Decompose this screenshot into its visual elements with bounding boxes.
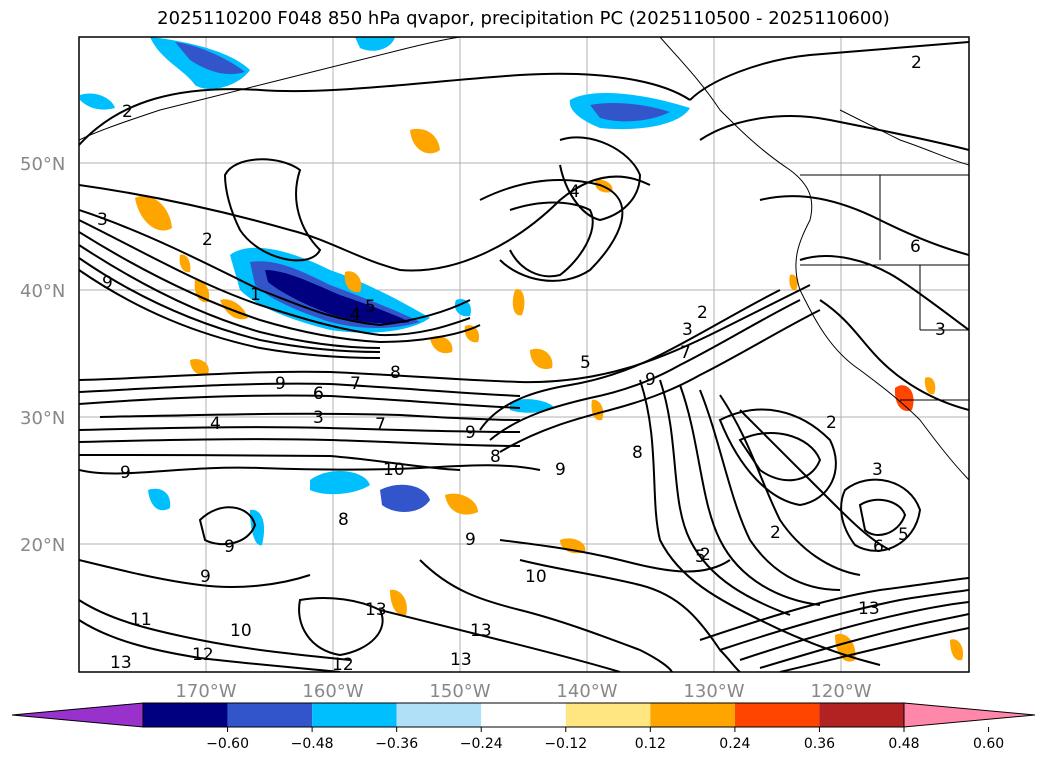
- colorbar-border: [142, 702, 905, 728]
- map-content: 2 2 2 3 4 1 5 4 6 7 8 9 9 6 7 8 4 3 5 7 …: [79, 37, 969, 675]
- contour-label: 9: [102, 273, 113, 293]
- colorbar-tick-label: 0.24: [719, 736, 750, 752]
- contour-label-layer: 2 2 2 3 4 1 5 4 6 7 8 9 9 6 7 8 4 3 5 7 …: [97, 53, 946, 675]
- colorbar-tick-label: −0.36: [375, 736, 418, 752]
- contour-label: 12: [192, 645, 214, 665]
- contour-label: 12: [332, 655, 354, 675]
- colorbar-segment: [650, 703, 735, 727]
- map-title: 2025110200 F048 850 hPa qvapor, precipit…: [157, 8, 890, 29]
- contour-label: 7: [350, 374, 361, 394]
- contour-label: 10: [525, 567, 547, 587]
- lat-label: 40°N: [20, 281, 65, 302]
- colorbar-segment: [227, 703, 313, 727]
- lon-label: 130°W: [683, 681, 744, 702]
- colorbar-tick-label: 0.48: [888, 736, 919, 752]
- contour-label: 7: [680, 343, 691, 363]
- contour-label: 2: [202, 230, 213, 250]
- lon-label: 140°W: [556, 681, 617, 702]
- colorbar-segment: [396, 703, 482, 727]
- colorbar-segment: [734, 703, 820, 727]
- contour-label: 4: [210, 414, 221, 434]
- colorbar-extend-low: [11, 702, 144, 728]
- coastlines: [79, 37, 969, 481]
- lon-label: 170°W: [175, 681, 236, 702]
- contour-label: 3: [313, 408, 324, 428]
- contour-label: 13: [365, 600, 387, 620]
- lat-label: 30°N: [20, 408, 65, 429]
- colorbar-tick-label: 0.36: [804, 736, 835, 752]
- lat-label: 50°N: [20, 154, 65, 175]
- contour-label: 3: [682, 320, 693, 340]
- colorbar-segment: [819, 703, 904, 727]
- contour-label: 8: [490, 447, 501, 467]
- contour-label: 6: [910, 237, 921, 257]
- longitude-labels: 170°W 160°W 150°W 140°W 130°W 120°W: [175, 681, 871, 702]
- contour-label: 3: [97, 210, 108, 230]
- contour-label: 3: [872, 460, 883, 480]
- colorbar-extend-high: [903, 702, 1036, 728]
- contour-label: 9: [465, 530, 476, 550]
- contour-label: 13: [858, 599, 880, 619]
- contour-label: 13: [470, 621, 492, 641]
- latitude-labels: 50°N 40°N 30°N 20°N: [20, 154, 65, 556]
- map-frame: [78, 36, 970, 673]
- colorbar-segment: [143, 703, 228, 727]
- contour-label: 4: [350, 305, 361, 325]
- contour-label: 4: [569, 182, 580, 202]
- map-panel: [79, 37, 969, 672]
- colorbar-tick-label: 0.12: [635, 736, 666, 752]
- lon-label: 150°W: [429, 681, 490, 702]
- contour-label: 8: [632, 443, 643, 463]
- contour-label: 13: [110, 653, 132, 673]
- colorbar-segment: [565, 703, 651, 727]
- contour-label: 8: [390, 363, 401, 383]
- contour-label: 3: [935, 320, 946, 340]
- contour-label: 2: [697, 303, 708, 323]
- contour-label: 6: [313, 384, 324, 404]
- contour-label: 13: [450, 650, 472, 670]
- contour-label: 10: [383, 460, 405, 480]
- contour-label: 9: [555, 460, 566, 480]
- colorbar-tick-label: 0.60: [973, 736, 1004, 752]
- colorbar-tick-label: −0.24: [460, 736, 503, 752]
- contour-label: 6: [873, 537, 884, 557]
- colorbar-tick-label: −0.60: [206, 736, 249, 752]
- contour-label: 5: [365, 297, 376, 317]
- lon-label: 160°W: [302, 681, 363, 702]
- contour-label: 5: [898, 525, 909, 545]
- contour-label: 9: [645, 370, 656, 390]
- colorbar-tick-label: −0.12: [544, 736, 587, 752]
- contour-label: 9: [200, 567, 211, 587]
- contour-label: 9: [224, 537, 235, 557]
- colorbar-tick-label: −0.48: [291, 736, 334, 752]
- contour-label: 2: [122, 102, 133, 122]
- contour-label: 9: [465, 423, 476, 443]
- contour-label: 7: [375, 415, 386, 435]
- contour-label: 10: [230, 621, 252, 641]
- contour-label: 11: [130, 610, 152, 630]
- contour-label: 2: [700, 545, 711, 565]
- contour-label: 2: [911, 53, 922, 73]
- lon-label: 120°W: [810, 681, 871, 702]
- contour-lines: [79, 41, 969, 672]
- lat-label: 20°N: [20, 535, 65, 556]
- colorbar: −0.60 −0.48 −0.36 −0.24 −0.12 0.12 0.24 0.36 0.4…: [11, 702, 1036, 752]
- colorbar-segment: [312, 703, 397, 727]
- contour-label: 5: [695, 547, 706, 567]
- contour-label: 5: [580, 353, 591, 373]
- contour-label: 2: [826, 413, 837, 433]
- colorbar-segment: [481, 703, 566, 727]
- contour-label: 1: [250, 285, 261, 305]
- contour-label: 6: [313, 384, 324, 404]
- contour-label: 9: [120, 463, 131, 483]
- contour-label: 8: [338, 510, 349, 530]
- contour-label: 2: [770, 523, 781, 543]
- contour-label: 9: [275, 374, 286, 394]
